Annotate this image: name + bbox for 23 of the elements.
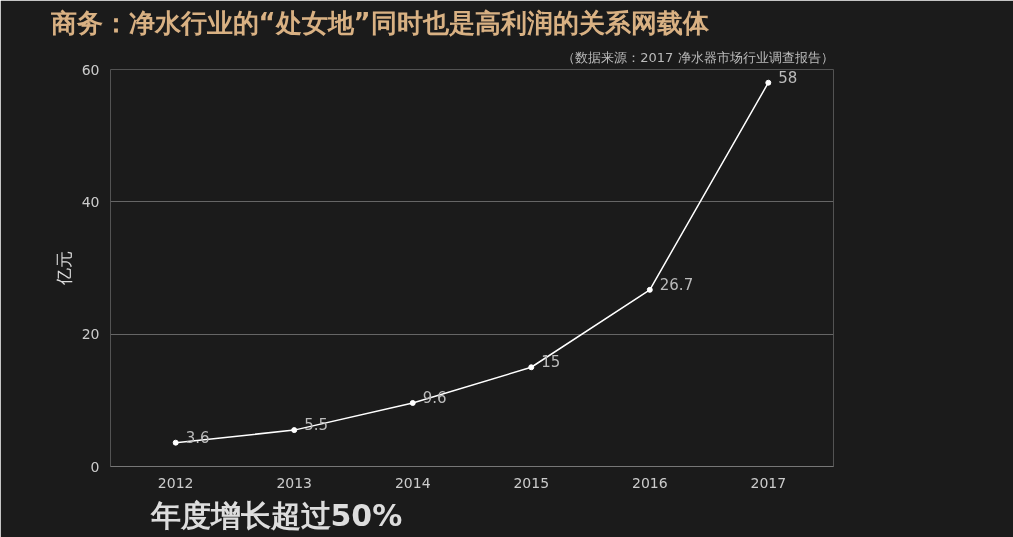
y-tick-label: 0 — [90, 458, 100, 475]
point — [646, 286, 653, 293]
point — [765, 79, 772, 86]
y-tick-label: 60 — [81, 61, 100, 78]
point — [172, 439, 179, 446]
text: （数据来源：2017 净水器市场行业调查报告） — [562, 49, 834, 65]
x-tick-label: 2016 — [631, 474, 668, 491]
x-tick-label: 2015 — [513, 474, 550, 491]
y-tick-label: 20 — [81, 326, 100, 343]
data-label: 15 — [541, 353, 561, 372]
text: 年度增长超过50% — [149, 497, 403, 533]
x-tick-label: 2013 — [276, 474, 313, 491]
point — [528, 364, 535, 371]
point — [409, 399, 416, 406]
data-label: 26.7 — [659, 275, 694, 294]
y-tick-label: 40 — [81, 193, 100, 210]
x-tick-label: 2017 — [750, 474, 787, 491]
chart-title: 商务：净水行业的“处女地”同时也是高利润的关系网载体 — [49, 7, 710, 38]
x-tick-label: 2014 — [394, 474, 431, 491]
x-tick-label: 2012 — [157, 474, 194, 491]
data-label: 58 — [778, 68, 798, 87]
y-axis-title: 亿元 — [53, 251, 74, 286]
point — [291, 427, 298, 434]
